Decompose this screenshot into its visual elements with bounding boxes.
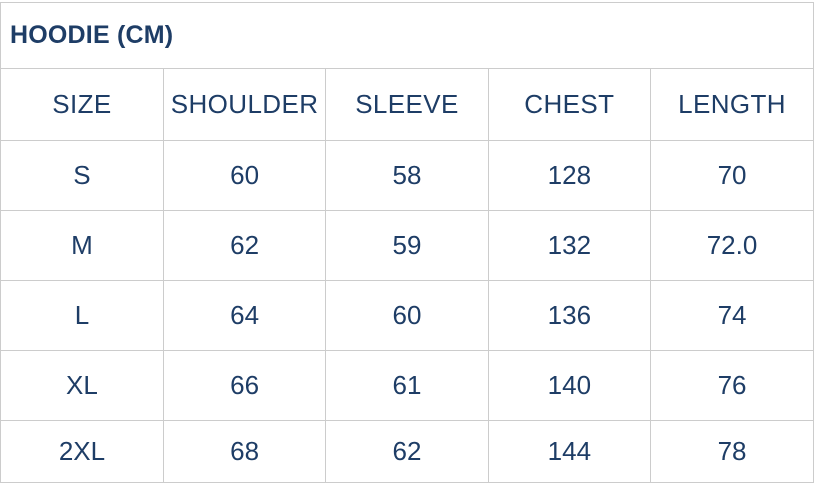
- table-row-l: L 64 60 136 74: [1, 280, 813, 351]
- size-table: SIZE SHOULDER SLEEVE CHEST LENGTH S 60 58 128 70…: [1, 69, 813, 482]
- table-row-m: M 62 59 132 72.0: [1, 210, 813, 281]
- table-cell: 62: [325, 420, 489, 482]
- column-header-shoulder: SHOULDER: [163, 69, 327, 141]
- table-cell: 144: [488, 420, 652, 482]
- table-cell: 140: [488, 350, 652, 421]
- table-cell: 78: [717, 435, 747, 466]
- size-cell: L: [1, 280, 164, 351]
- size-cell: XL: [1, 350, 164, 421]
- size-table-header: SIZE SHOULDER SLEEVE CHEST LENGTH: [1, 69, 813, 141]
- table-row-s: S 60 58 128 70: [1, 140, 813, 211]
- column-header-size: SIZE: [1, 69, 164, 141]
- table-cell: 70: [650, 140, 813, 211]
- table-cell: 128: [488, 140, 652, 211]
- size-cell: M: [1, 210, 164, 281]
- table-cell: 74: [650, 280, 813, 351]
- table-cell: 132: [488, 210, 652, 281]
- size-cell: S: [1, 140, 164, 211]
- table-cell: 68: [163, 420, 327, 482]
- table-cell: 76: [650, 350, 813, 421]
- header-row: SIZE SHOULDER SLEEVE CHEST LENGTH: [1, 69, 813, 141]
- table-cell: 58: [325, 140, 489, 211]
- table-cell: 60: [325, 280, 489, 351]
- table-cell: 59: [325, 210, 489, 281]
- table-cell: 64: [163, 280, 327, 351]
- table-cell: 66: [163, 350, 327, 421]
- size-table-body: S 60 58 128 70 M 62 59 132 72.0 L 64 60 136 74 XL 66 61 14…: [1, 140, 813, 482]
- table-cell: 136: [488, 280, 652, 351]
- column-header-length: LENGTH: [650, 69, 813, 141]
- table-cell: 62: [163, 210, 327, 281]
- column-header-sleeve: SLEEVE: [325, 69, 489, 141]
- size-cell: 2XL: [1, 420, 164, 482]
- table-cell: 60: [163, 140, 327, 211]
- column-header-chest: CHEST: [488, 69, 652, 141]
- table-cell: 61: [325, 350, 489, 421]
- size-chart-title: HOODIE (CM): [1, 3, 813, 69]
- size-chart: HOODIE (CM) SIZE SHOULDER SLEEVE CHEST LENGT…: [0, 2, 814, 483]
- table-row-2xl: 2XL 68 62 144 78: [1, 420, 813, 482]
- table-row-xl: XL 66 61 140 76: [1, 350, 813, 421]
- table-cell: 72.0: [650, 210, 813, 281]
